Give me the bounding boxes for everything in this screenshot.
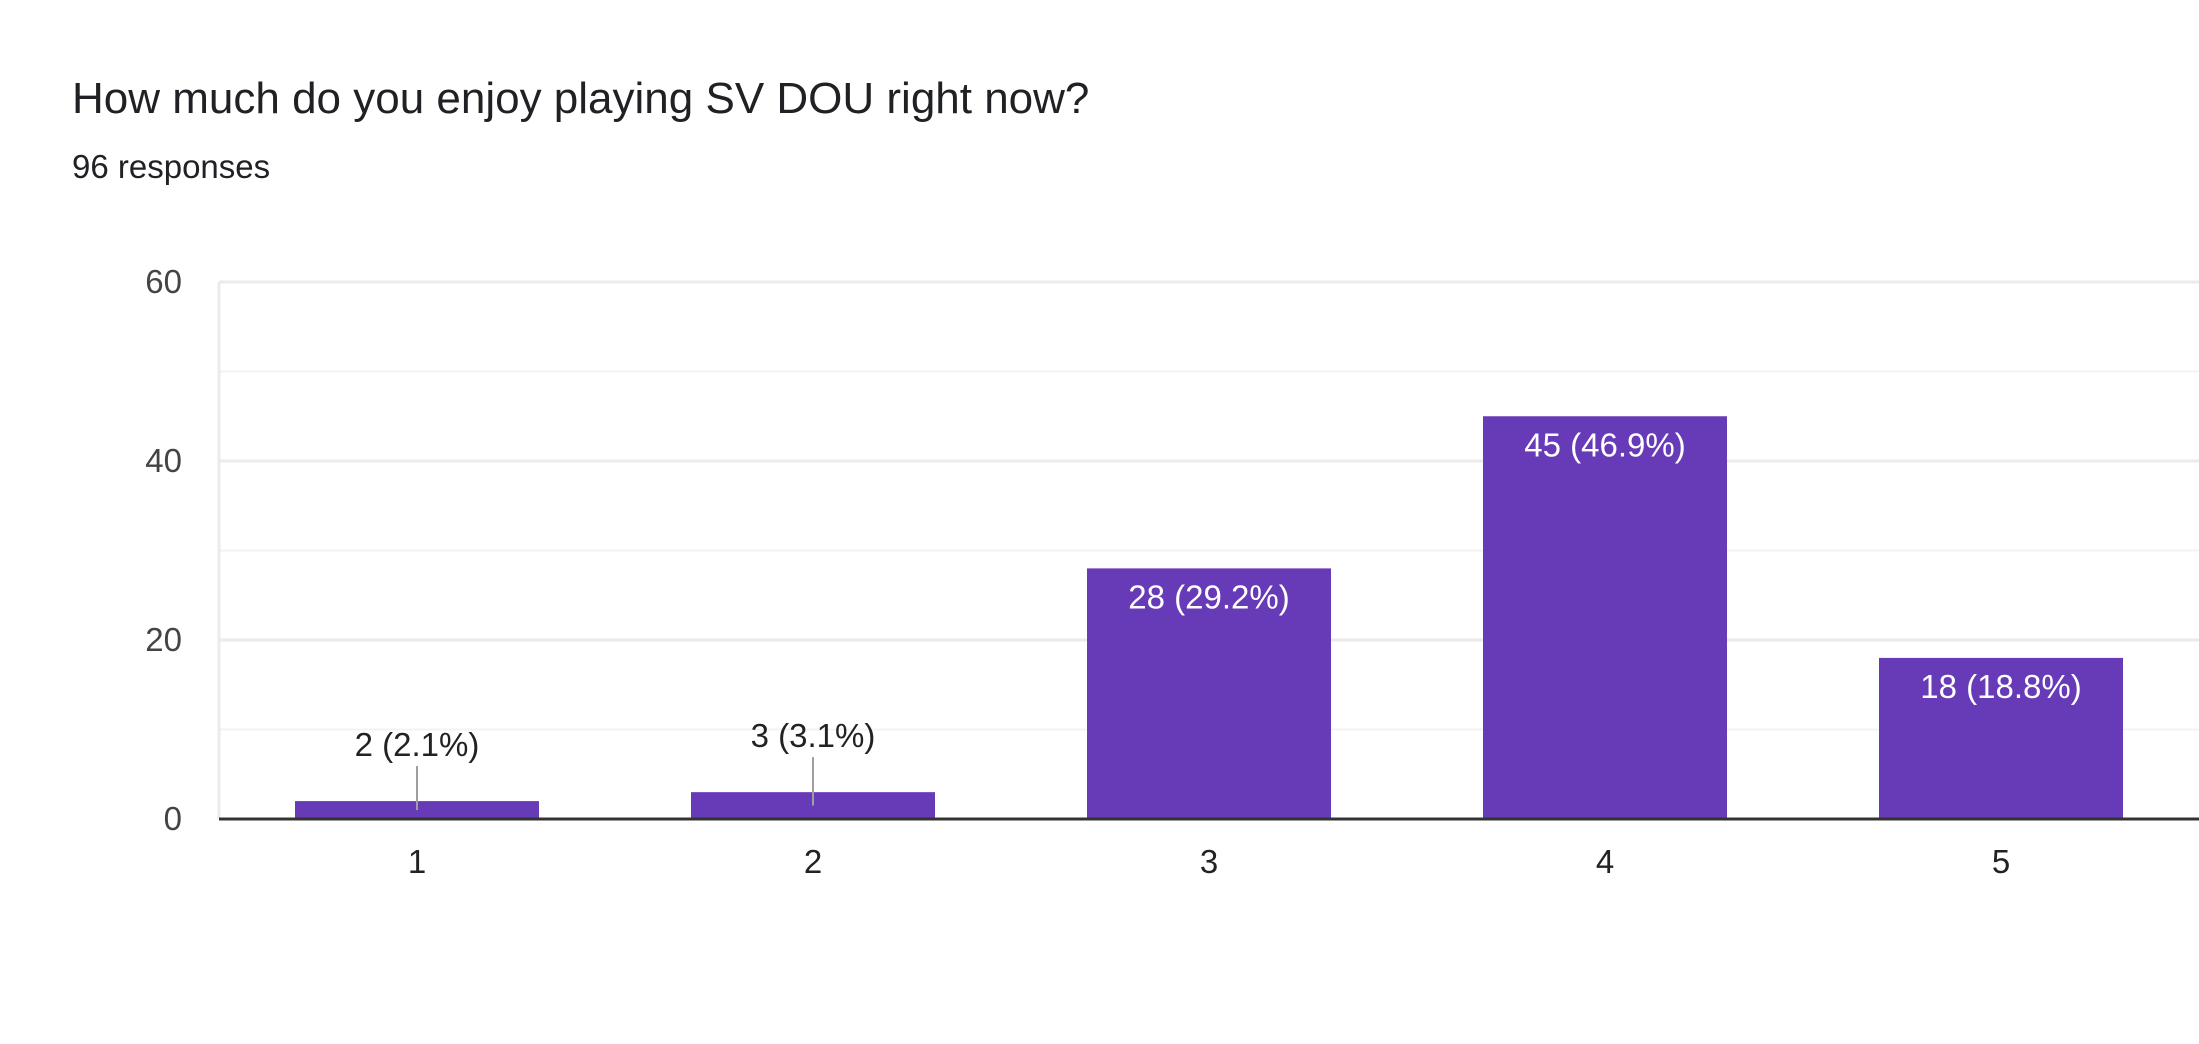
bar: [1483, 416, 1727, 819]
response-count: 96 responses: [72, 148, 271, 185]
bar-data-label: 2 (2.1%): [355, 726, 480, 763]
y-tick-label: 40: [145, 442, 182, 479]
x-tick-label: 3: [1200, 843, 1218, 880]
bar-data-label: 18 (18.8%): [1920, 668, 2081, 705]
x-tick-label: 5: [1992, 843, 2010, 880]
y-tick-label: 0: [164, 800, 182, 837]
bar: [1879, 657, 2123, 819]
x-tick-label: 4: [1596, 843, 1614, 880]
bar-data-label: 28 (29.2%): [1128, 578, 1289, 615]
y-tick-label: 20: [145, 621, 182, 658]
bar-data-label: 45 (46.9%): [1524, 426, 1685, 463]
bar-data-label: 3 (3.1%): [751, 717, 876, 754]
bar: [1087, 568, 1331, 819]
chart-title: How much do you enjoy playing SV DOU rig…: [72, 74, 1090, 123]
x-tick-label: 1: [408, 843, 426, 880]
y-tick-label: 60: [145, 263, 182, 300]
x-tick-label: 2: [804, 843, 822, 880]
